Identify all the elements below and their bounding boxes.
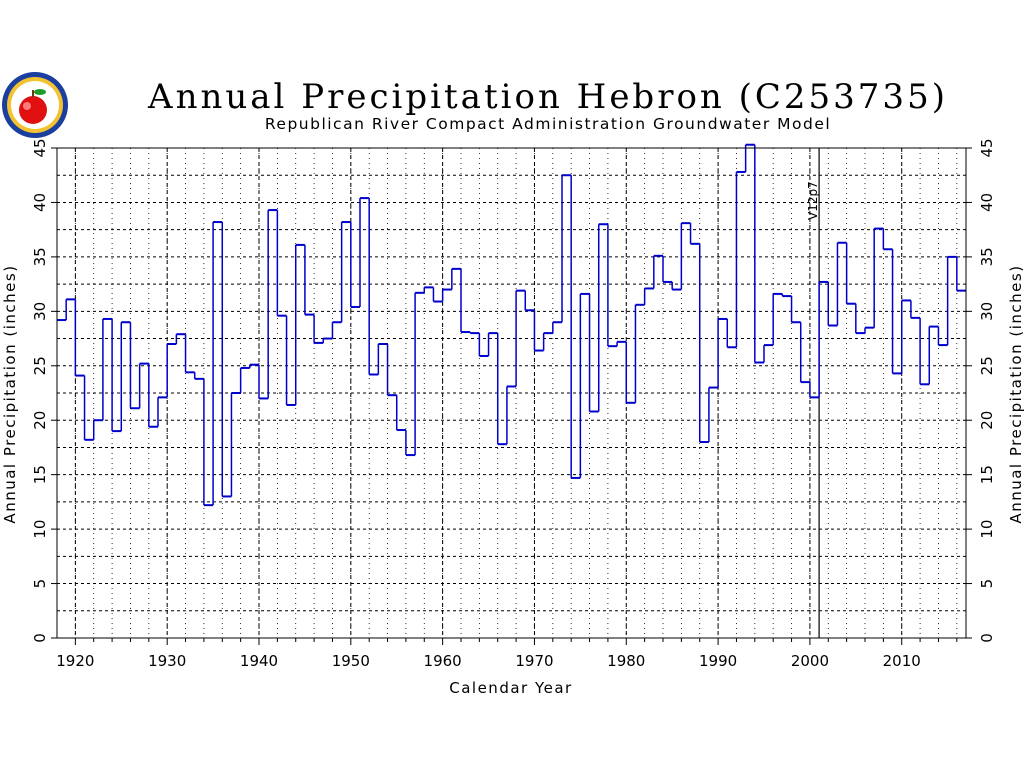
x-tick-label: 1970 bbox=[515, 652, 553, 670]
reference-line-label: V12p7 bbox=[806, 181, 820, 220]
chart-subtitle: Republican River Compact Administration … bbox=[265, 115, 831, 133]
y-tick-label: 45 bbox=[978, 138, 996, 157]
y-tick-label: 10 bbox=[31, 520, 49, 539]
y-tick-label: 10 bbox=[978, 520, 996, 539]
y-tick-label: 20 bbox=[978, 411, 996, 430]
x-axis-label: Calendar Year bbox=[449, 679, 572, 697]
chart-title: Annual Precipitation Hebron (C253735) bbox=[147, 77, 948, 117]
y-axis-label-right: Annual Precipitation (inches) bbox=[1007, 264, 1024, 523]
y-tick-label: 15 bbox=[978, 465, 996, 484]
y-tick-label: 40 bbox=[31, 193, 49, 212]
y-tick-label: 20 bbox=[31, 411, 49, 430]
y-tick-label: 0 bbox=[978, 633, 996, 643]
x-tick-label: 1920 bbox=[56, 652, 94, 670]
x-tick-label: 1940 bbox=[240, 652, 278, 670]
state-seal-logo bbox=[2, 72, 68, 138]
x-tick-label: 2000 bbox=[791, 652, 829, 670]
y-tick-label: 40 bbox=[978, 193, 996, 212]
x-tick-label: 1950 bbox=[332, 652, 370, 670]
y-tick-label: 35 bbox=[978, 247, 996, 266]
x-tick-label: 1960 bbox=[424, 652, 462, 670]
y-axis-right: 0 5 10 15 20 25 30 35 40 45 bbox=[966, 138, 996, 643]
x-tick-label: 1990 bbox=[699, 652, 737, 670]
y-axis-left: 0 5 10 15 20 25 30 35 40 45 bbox=[31, 138, 57, 643]
y-tick-label: 0 bbox=[31, 633, 49, 643]
y-tick-label: 25 bbox=[31, 356, 49, 375]
y-tick-label: 5 bbox=[978, 579, 996, 589]
y-tick-label: 30 bbox=[31, 302, 49, 321]
y-tick-label: 35 bbox=[31, 247, 49, 266]
y-tick-label: 25 bbox=[978, 356, 996, 375]
y-tick-label: 15 bbox=[31, 465, 49, 484]
y-axis-label-left: Annual Precipitation (inches) bbox=[1, 264, 19, 523]
y-tick-label: 45 bbox=[31, 138, 49, 157]
x-tick-label: 1980 bbox=[607, 652, 645, 670]
x-tick-label: 2010 bbox=[883, 652, 921, 670]
x-axis: 1920 1930 1940 1950 1960 1970 1980 1990 2000 2010 bbox=[56, 638, 958, 670]
x-tick-label: 1930 bbox=[148, 652, 186, 670]
y-tick-label: 5 bbox=[31, 579, 49, 589]
y-tick-label: 30 bbox=[978, 302, 996, 321]
grid bbox=[57, 147, 966, 638]
plot-frame bbox=[56, 147, 967, 639]
